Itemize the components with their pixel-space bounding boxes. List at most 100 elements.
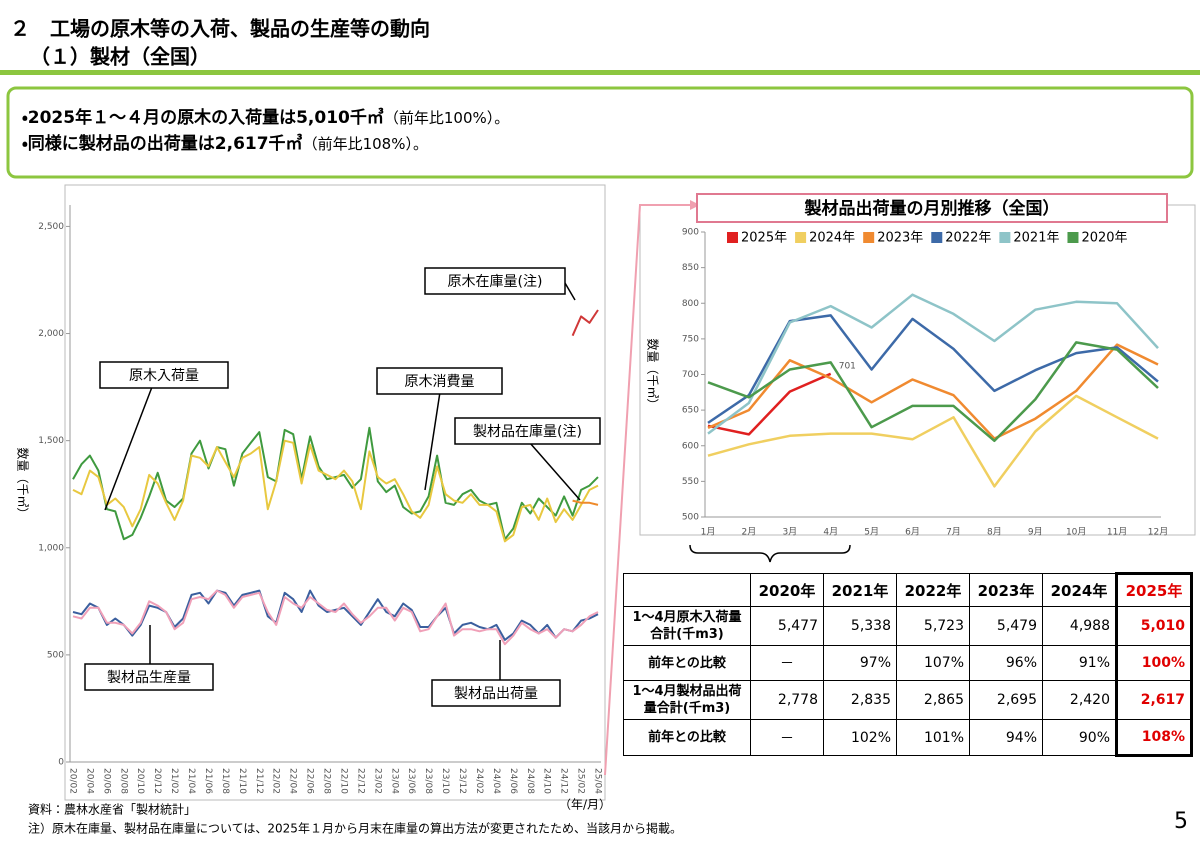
y-axis-title: 数量（千㎥） — [646, 338, 661, 410]
table-cell: 5,723 — [896, 606, 970, 646]
table-cell: 5,477 — [750, 606, 824, 646]
x-tick-label: 21/12 — [254, 768, 264, 794]
summary-line: ・同様に製材品の出荷量は2,617千㎥（前年比108%）。 — [22, 133, 428, 154]
callout-label: 原木入荷量 — [129, 368, 199, 384]
legend-label: 2025年 — [741, 231, 787, 246]
x-tick-label: 24/04 — [491, 768, 501, 794]
series-line — [707, 394, 1159, 488]
header-rule — [0, 70, 1200, 75]
legend-swatch — [863, 232, 875, 243]
y-tick-label: 650 — [682, 406, 699, 416]
callout-label: 製材品在庫量(注) — [473, 424, 582, 440]
right-chart-title-box — [696, 193, 1168, 223]
callout-label: 製材品生産量 — [107, 670, 191, 686]
table-cell: 107% — [896, 645, 970, 681]
legend-label: 2020年 — [1081, 231, 1127, 246]
x-tick-label: 21/02 — [169, 768, 179, 794]
x-tick-label: 7月 — [946, 527, 961, 538]
x-tick-label: 3月 — [782, 527, 797, 538]
x-tick-label: 10月 — [1066, 527, 1086, 538]
x-tick-label: 23/10 — [440, 768, 450, 794]
series-line — [72, 589, 599, 641]
legend-swatch — [727, 232, 738, 243]
x-tick-label: 11月 — [1107, 527, 1127, 538]
table-header-cell: 2024年 — [1042, 573, 1117, 607]
y-tick-label: 750 — [682, 334, 699, 344]
table-header-cell: 2022年 — [896, 573, 970, 607]
x-tick-label: 23/04 — [389, 768, 399, 794]
callout-leader — [424, 391, 441, 491]
table-cell: 101% — [896, 719, 970, 756]
callout-leader — [529, 442, 581, 501]
table-cell: 2,778 — [750, 680, 824, 720]
y-tick-label: 800 — [682, 299, 699, 309]
callout-leader — [564, 282, 576, 301]
x-tick-label: 4月 — [823, 527, 838, 538]
y-tick-label: 600 — [682, 441, 699, 451]
legend-swatch — [999, 232, 1011, 243]
y-tick-label: 500 — [47, 650, 64, 660]
x-tick-label: 24/10 — [542, 768, 552, 794]
table-header-cell — [623, 573, 751, 607]
table-cell: 2,835 — [823, 680, 897, 720]
series-line — [707, 372, 832, 436]
x-tick-label: 21/08 — [220, 768, 230, 794]
table-cell: 91% — [1042, 645, 1117, 681]
y-tick-label: 700 — [682, 370, 699, 380]
y-axis-title: 数量（千㎥） — [16, 447, 31, 519]
x-tick-label: 21/10 — [237, 768, 247, 794]
summary-box — [6, 86, 1194, 179]
footnote: 注）原木在庫量、製材品在庫量については、2025年１月から月末在庫量の算出方法が… — [28, 821, 682, 836]
x-tick-label: 22/02 — [271, 768, 281, 794]
x-tick-label: 20/12 — [152, 768, 162, 794]
subtitle: （１）製材（全国） — [30, 45, 210, 69]
table-cell: 1～4月原木入荷量合計(千m3) — [623, 606, 751, 646]
y-tick-label: 1,500 — [38, 436, 64, 446]
x-tick-label: 8月 — [987, 527, 1002, 538]
table-cell: 94% — [969, 719, 1043, 756]
table-cell: 2,420 — [1042, 680, 1117, 720]
table-row: 1～4月製材品出荷量合計(千m3) 2,778 2,835 2,865 2,695 2,4… — [623, 680, 1193, 720]
x-tick-label: 20/10 — [135, 768, 145, 794]
source: 資料：農林水産省「製材統計」 — [28, 802, 196, 817]
x-tick-label: 22/08 — [322, 768, 332, 794]
y-tick-label: 1,000 — [38, 543, 64, 553]
callout-box — [84, 663, 214, 691]
legend-swatch — [1067, 232, 1079, 243]
table-header-cell: 2020年 — [750, 573, 824, 607]
legend-label: 2024年 — [809, 231, 855, 246]
table-cell: 108% — [1115, 719, 1193, 757]
x-tick-label: 25/04 — [593, 768, 603, 794]
x-tick-label: 6月 — [905, 527, 920, 538]
callout-label: 製材品出荷量 — [454, 686, 538, 702]
table-cell: 5,479 — [969, 606, 1043, 646]
y-tick-label: 2,500 — [38, 222, 64, 232]
table-cell: － — [750, 645, 824, 681]
table-cell: 前年との比較 — [623, 645, 751, 681]
table-row: 1～4月原木入荷量合計(千m3) 5,477 5,338 5,723 5,479 4,98… — [623, 606, 1193, 646]
table-cell: － — [750, 719, 824, 756]
callout-label: 原木在庫量(注) — [448, 274, 543, 290]
x-tick-label: 25/02 — [576, 768, 586, 794]
y-tick-label: 500 — [682, 513, 699, 523]
table-header-cell: 2023年 — [969, 573, 1043, 607]
series-line — [571, 309, 599, 337]
table-cell: 97% — [823, 645, 897, 681]
x-tick-label: 1月 — [701, 527, 716, 538]
summary-bold: ・2025年１～４月の原木の入荷量は5,010千㎥ — [22, 107, 384, 128]
x-tick-label: 22/12 — [355, 768, 365, 794]
x-tick-label: 2月 — [742, 527, 757, 538]
table-header-row: 2020年 2021年 2022年 2023年 2024年 2025年 — [623, 572, 1193, 607]
table-cell: 1～4月製材品出荷量合計(千m3) — [623, 680, 751, 720]
y-tick-label: 2,000 — [38, 329, 64, 339]
y-tick-label: 900 — [682, 228, 699, 238]
title: ２ 工場の原木等の入荷、製品の生産等の動向 — [10, 17, 430, 41]
x-tick-label: 9月 — [1028, 527, 1043, 538]
x-tick-label: 23/12 — [457, 768, 467, 794]
table-cell: 2,695 — [969, 680, 1043, 720]
x-tick-label: 24/08 — [525, 768, 535, 794]
table-cell: 100% — [1115, 645, 1193, 681]
table-row: 前年との比較－ 97% 107% 96% 91% 100% — [623, 645, 1193, 681]
